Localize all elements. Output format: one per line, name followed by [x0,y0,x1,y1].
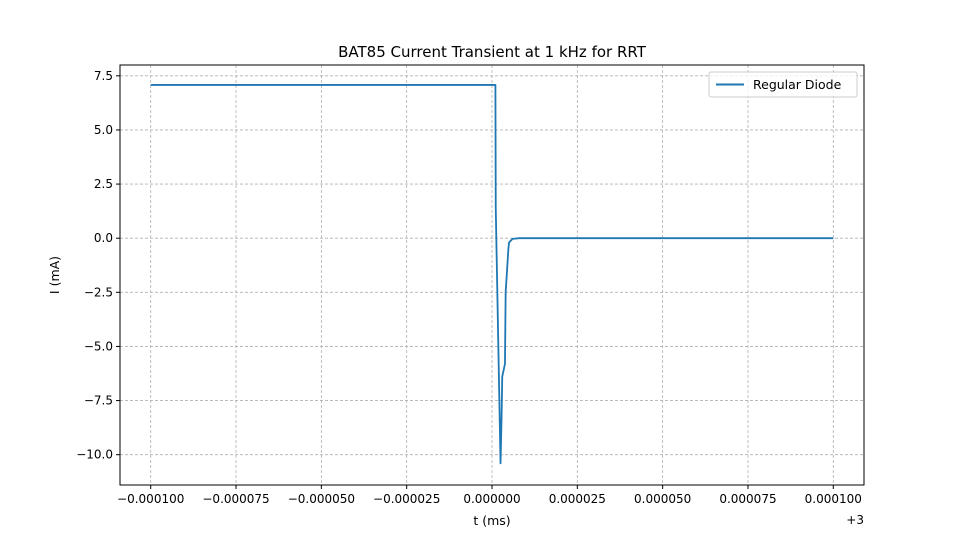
x-tick-label: 0.000050 [634,492,691,506]
legend-label: Regular Diode [753,77,842,92]
y-tick-label: −5.0 [84,339,113,353]
y-tick-label: 0.0 [94,231,113,245]
x-tick-label: −0.000075 [202,492,269,506]
axis-ticks: −0.000100 −0.000075 −0.000050 −0.000025 0.00… [76,69,862,506]
x-tick-label: 0.000000 [463,492,520,506]
legend: Regular Diode [708,71,858,98]
grid [120,65,864,485]
x-axis-label: t (ms) [473,513,510,528]
x-tick-label: −0.000100 [117,492,184,506]
y-tick-label: 5.0 [94,123,113,137]
x-tick-label: −0.000050 [288,492,355,506]
plot-series [150,84,834,465]
x-tick-label: 0.000100 [805,492,862,506]
legend-box [708,71,858,98]
chart-title: BAT85 Current Transient at 1 kHz for RRT [338,43,647,61]
series-line-regular-diode [150,84,834,465]
y-axis-label: I (mA) [47,256,62,294]
x-axis-offset-label: +3 [846,513,864,527]
x-tick-label: 0.000075 [719,492,776,506]
x-tick-label: −0.000025 [373,492,440,506]
y-tick-label: −2.5 [84,285,113,299]
y-tick-label: −10.0 [76,448,113,462]
y-tick-label: 2.5 [94,177,113,191]
x-tick-label: 0.000025 [549,492,606,506]
y-tick-label: 7.5 [94,69,113,83]
y-tick-label: −7.5 [84,394,113,408]
